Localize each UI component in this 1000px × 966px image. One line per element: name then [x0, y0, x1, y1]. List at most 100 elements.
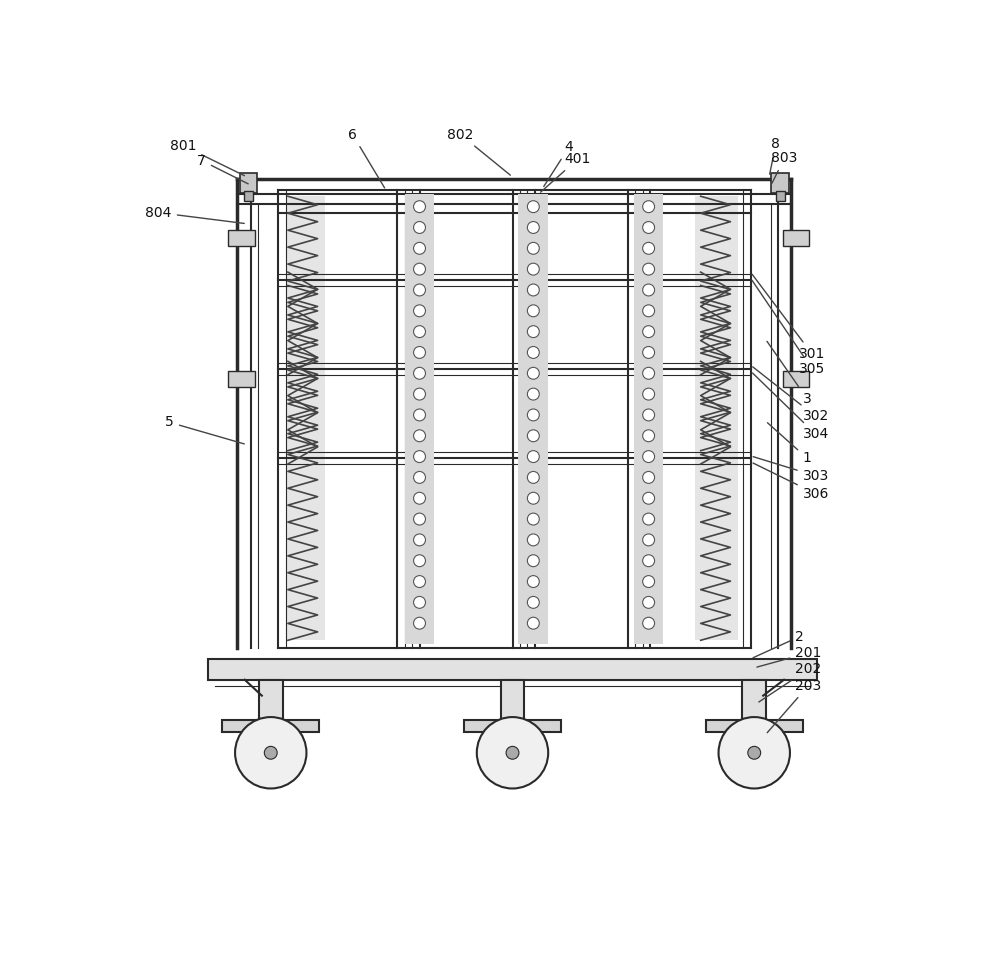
Circle shape — [643, 347, 655, 358]
Circle shape — [643, 493, 655, 504]
Circle shape — [643, 201, 655, 213]
Circle shape — [643, 513, 655, 525]
Circle shape — [414, 221, 425, 234]
Circle shape — [643, 326, 655, 337]
Circle shape — [414, 242, 425, 254]
Text: 1: 1 — [767, 423, 811, 465]
Circle shape — [264, 747, 277, 759]
Bar — [695, 196, 738, 450]
Bar — [228, 230, 255, 246]
Circle shape — [527, 242, 539, 254]
Circle shape — [643, 471, 655, 483]
Text: 303: 303 — [753, 457, 829, 483]
Circle shape — [527, 305, 539, 317]
Text: 305: 305 — [752, 280, 825, 376]
Text: 304: 304 — [753, 373, 829, 441]
Circle shape — [527, 326, 539, 337]
Circle shape — [527, 534, 539, 546]
Bar — [706, 720, 803, 732]
Bar — [634, 194, 663, 644]
Circle shape — [414, 430, 425, 441]
Circle shape — [527, 284, 539, 296]
Bar — [464, 720, 561, 732]
Bar — [518, 194, 548, 644]
Text: 5: 5 — [165, 415, 244, 444]
Text: 7: 7 — [197, 154, 248, 184]
Text: 302: 302 — [753, 367, 829, 423]
Circle shape — [527, 347, 539, 358]
Bar — [287, 286, 325, 640]
Circle shape — [527, 430, 539, 441]
Bar — [240, 173, 257, 192]
Bar — [695, 361, 738, 464]
Text: 202: 202 — [759, 663, 821, 702]
Bar — [695, 286, 738, 640]
Bar — [742, 680, 766, 721]
Bar — [287, 272, 325, 375]
Text: 6: 6 — [348, 128, 385, 188]
Text: 8: 8 — [770, 137, 780, 174]
Text: 201: 201 — [757, 646, 822, 668]
Circle shape — [643, 534, 655, 546]
Circle shape — [643, 242, 655, 254]
Text: 4: 4 — [544, 140, 573, 186]
Bar — [228, 371, 255, 387]
Bar — [776, 191, 785, 202]
Circle shape — [643, 430, 655, 441]
Circle shape — [414, 347, 425, 358]
Bar — [405, 194, 434, 644]
Circle shape — [643, 450, 655, 463]
Bar — [783, 371, 809, 387]
Circle shape — [643, 409, 655, 421]
Circle shape — [414, 513, 425, 525]
Bar — [244, 191, 253, 202]
Circle shape — [414, 617, 425, 629]
Circle shape — [414, 201, 425, 213]
Circle shape — [527, 576, 539, 587]
Circle shape — [527, 409, 539, 421]
Circle shape — [414, 263, 425, 275]
Circle shape — [477, 717, 548, 788]
Text: 306: 306 — [753, 463, 829, 500]
Circle shape — [527, 263, 539, 275]
Bar — [287, 196, 325, 450]
Circle shape — [527, 596, 539, 609]
Circle shape — [414, 284, 425, 296]
Bar — [771, 173, 789, 192]
Bar — [222, 720, 319, 732]
Text: 801: 801 — [170, 139, 244, 176]
Circle shape — [414, 554, 425, 567]
Circle shape — [414, 450, 425, 463]
Bar — [783, 230, 809, 246]
Text: 803: 803 — [771, 152, 798, 184]
Circle shape — [527, 513, 539, 525]
Bar — [259, 680, 283, 721]
Circle shape — [527, 617, 539, 629]
Bar — [695, 272, 738, 375]
Bar — [208, 659, 817, 680]
Circle shape — [527, 493, 539, 504]
Circle shape — [643, 576, 655, 587]
Text: 203: 203 — [767, 679, 821, 732]
Circle shape — [235, 717, 306, 788]
Circle shape — [527, 471, 539, 483]
Circle shape — [643, 596, 655, 609]
Text: 804: 804 — [145, 206, 244, 223]
Circle shape — [527, 221, 539, 234]
Text: 3: 3 — [767, 341, 811, 406]
Circle shape — [643, 617, 655, 629]
Bar — [287, 361, 325, 464]
Circle shape — [643, 263, 655, 275]
Circle shape — [643, 367, 655, 380]
Text: 401: 401 — [541, 152, 591, 192]
Text: 301: 301 — [752, 274, 825, 361]
Circle shape — [527, 450, 539, 463]
Circle shape — [527, 388, 539, 400]
Text: 802: 802 — [447, 128, 510, 175]
Circle shape — [414, 471, 425, 483]
Bar — [501, 680, 524, 721]
Circle shape — [643, 388, 655, 400]
Circle shape — [414, 326, 425, 337]
Circle shape — [527, 367, 539, 380]
Circle shape — [414, 596, 425, 609]
